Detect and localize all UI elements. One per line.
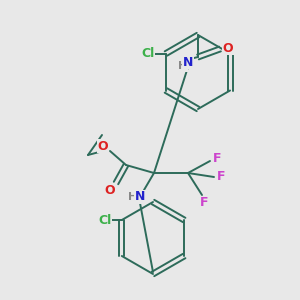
Text: N: N	[135, 190, 145, 203]
Text: F: F	[213, 152, 221, 164]
Text: H: H	[178, 61, 188, 71]
Text: O: O	[98, 140, 108, 152]
Text: O: O	[105, 184, 115, 197]
Text: Cl: Cl	[141, 47, 154, 60]
Text: F: F	[200, 196, 208, 209]
Text: F: F	[217, 170, 225, 184]
Text: O: O	[223, 41, 233, 55]
Text: Cl: Cl	[98, 214, 111, 226]
Text: H: H	[128, 192, 138, 202]
Text: N: N	[183, 56, 193, 68]
